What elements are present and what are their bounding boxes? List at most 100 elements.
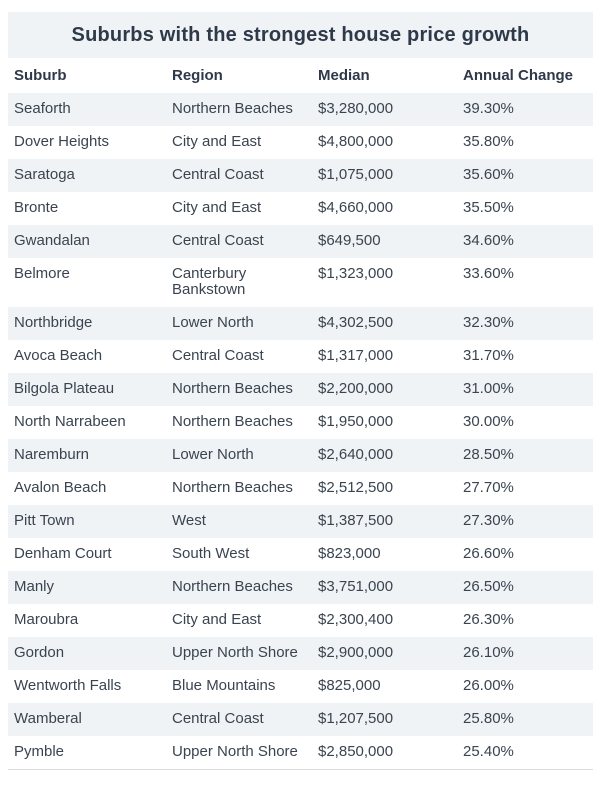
- table-row: Manly Northern Beaches $3,751,000 26.50%: [8, 571, 593, 604]
- cell-suburb: Saratoga: [14, 166, 75, 183]
- cell-region: Northern Beaches: [172, 413, 293, 430]
- cell-annual-change: 35.60%: [463, 166, 514, 183]
- cell-median: $4,302,500: [318, 314, 394, 331]
- cell-region: City and East: [172, 133, 262, 150]
- table-row: Pymble Upper North Shore $2,850,000 25.4…: [8, 736, 593, 770]
- cell-region: Blue Mountains: [172, 677, 276, 694]
- cell-annual-change: 25.40%: [463, 743, 514, 760]
- cell-suburb: Wamberal: [14, 710, 82, 727]
- cell-annual-change: 39.30%: [463, 100, 514, 117]
- cell-region: Central Coast: [172, 166, 264, 183]
- column-header-suburb: Suburb: [8, 58, 166, 93]
- cell-median: $825,000: [318, 677, 381, 694]
- cell-median: $1,950,000: [318, 413, 394, 430]
- cell-median: $2,300,400: [318, 611, 394, 628]
- cell-suburb: Bronte: [14, 199, 59, 216]
- cell-median: $1,207,500: [318, 710, 394, 727]
- table-row: Seaforth Northern Beaches $3,280,000 39.…: [8, 93, 593, 126]
- cell-suburb: Pitt Town: [14, 512, 75, 529]
- table-row: Avalon Beach Northern Beaches $2,512,500…: [8, 472, 593, 505]
- cell-annual-change: 31.00%: [463, 380, 514, 397]
- cell-annual-change: 33.60%: [463, 265, 514, 282]
- cell-suburb: Gwandalan: [14, 232, 90, 249]
- cell-annual-change: 26.30%: [463, 611, 514, 628]
- cell-annual-change: 31.70%: [463, 347, 514, 364]
- cell-region: City and East: [172, 199, 262, 216]
- cell-annual-change: 35.50%: [463, 199, 514, 216]
- cell-region: West: [172, 512, 206, 529]
- cell-annual-change: 26.10%: [463, 644, 514, 661]
- table-row: Wentworth Falls Blue Mountains $825,000 …: [8, 670, 593, 703]
- cell-median: $2,900,000: [318, 644, 394, 661]
- cell-annual-change: 34.60%: [463, 232, 514, 249]
- cell-annual-change: 27.70%: [463, 479, 514, 496]
- cell-suburb: Northbridge: [14, 314, 93, 331]
- cell-suburb: Gordon: [14, 644, 65, 661]
- table-row: Dover Heights City and East $4,800,000 3…: [8, 126, 593, 159]
- table-row: North Narrabeen Northern Beaches $1,950,…: [8, 406, 593, 439]
- column-header-region: Region: [166, 58, 312, 93]
- cell-suburb: Avalon Beach: [14, 479, 107, 496]
- cell-suburb: Belmore: [14, 265, 70, 282]
- cell-region: Central Coast: [172, 347, 264, 364]
- cell-median: $3,751,000: [318, 578, 394, 595]
- cell-region: Canterbury Bankstown: [172, 265, 247, 298]
- cell-annual-change: 32.30%: [463, 314, 514, 331]
- cell-annual-change: 27.30%: [463, 512, 514, 529]
- cell-region: Lower North: [172, 446, 254, 463]
- table-row: Bilgola Plateau Northern Beaches $2,200,…: [8, 373, 593, 406]
- table-row: Gwandalan Central Coast $649,500 34.60%: [8, 225, 593, 258]
- cell-median: $1,317,000: [318, 347, 394, 364]
- cell-annual-change: 25.80%: [463, 710, 514, 727]
- cell-region: Northern Beaches: [172, 100, 293, 117]
- cell-suburb: Avoca Beach: [14, 347, 103, 364]
- cell-median: $4,660,000: [318, 199, 394, 216]
- cell-median: $3,280,000: [318, 100, 394, 117]
- column-header-annual-change: Annual Change: [457, 58, 593, 93]
- cell-region: Central Coast: [172, 710, 264, 727]
- table-row: Naremburn Lower North $2,640,000 28.50%: [8, 439, 593, 472]
- cell-suburb: Wentworth Falls: [14, 677, 122, 694]
- cell-region: Central Coast: [172, 232, 264, 249]
- cell-region: South West: [172, 545, 250, 562]
- cell-annual-change: 35.80%: [463, 133, 514, 150]
- table-row: Saratoga Central Coast $1,075,000 35.60%: [8, 159, 593, 192]
- cell-annual-change: 28.50%: [463, 446, 514, 463]
- cell-median: $4,800,000: [318, 133, 394, 150]
- cell-annual-change: 30.00%: [463, 413, 514, 430]
- cell-suburb: Manly: [14, 578, 55, 595]
- table-row: Bronte City and East $4,660,000 35.50%: [8, 192, 593, 225]
- table-row: Gordon Upper North Shore $2,900,000 26.1…: [8, 637, 593, 670]
- cell-median: $1,387,500: [318, 512, 394, 529]
- cell-annual-change: 26.00%: [463, 677, 514, 694]
- table-row: Northbridge Lower North $4,302,500 32.30…: [8, 307, 593, 340]
- cell-median: $2,200,000: [318, 380, 394, 397]
- cell-region: Northern Beaches: [172, 380, 293, 397]
- cell-suburb: North Narrabeen: [14, 413, 126, 430]
- table-row: Maroubra City and East $2,300,400 26.30%: [8, 604, 593, 637]
- column-header-median: Median: [312, 58, 457, 93]
- cell-region: Upper North Shore: [172, 743, 298, 760]
- cell-suburb: Dover Heights: [14, 133, 110, 150]
- table-row: Wamberal Central Coast $1,207,500 25.80%: [8, 703, 593, 736]
- cell-median: $2,512,500: [318, 479, 394, 496]
- cell-region: Northern Beaches: [172, 578, 293, 595]
- cell-suburb: Naremburn: [14, 446, 90, 463]
- cell-median: $823,000: [318, 545, 381, 562]
- cell-suburb: Bilgola Plateau: [14, 380, 115, 397]
- cell-annual-change: 26.60%: [463, 545, 514, 562]
- header-row: Suburb Region Median Annual Change: [8, 58, 593, 93]
- table-row: Pitt Town West $1,387,500 27.30%: [8, 505, 593, 538]
- table-row: Avoca Beach Central Coast $1,317,000 31.…: [8, 340, 593, 373]
- cell-median: $2,640,000: [318, 446, 394, 463]
- cell-region: Upper North Shore: [172, 644, 298, 661]
- cell-suburb: Maroubra: [14, 611, 79, 628]
- cell-median: $649,500: [318, 232, 381, 249]
- cell-suburb: Denham Court: [14, 545, 112, 562]
- table-row: Belmore Canterbury Bankstown $1,323,000 …: [8, 258, 593, 307]
- table-row: Denham Court South West $823,000 26.60%: [8, 538, 593, 571]
- table-title-bar: Suburbs with the strongest house price g…: [8, 12, 593, 58]
- table-title: Suburbs with the strongest house price g…: [71, 23, 530, 46]
- cell-suburb: Seaforth: [14, 100, 71, 117]
- price-growth-table-card: Suburbs with the strongest house price g…: [8, 12, 593, 770]
